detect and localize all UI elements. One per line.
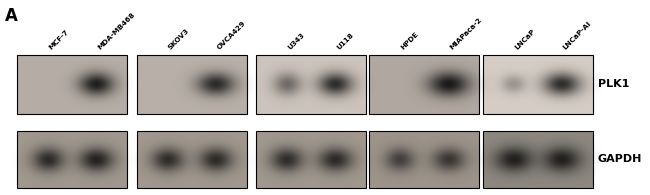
Text: LNCaP: LNCaP (514, 28, 536, 51)
Text: U343: U343 (287, 32, 306, 51)
Bar (136, 55, 247, 114)
Text: SKOV3: SKOV3 (168, 27, 190, 51)
Bar (136, 131, 247, 188)
Text: LNCaP-AI: LNCaP-AI (562, 20, 592, 51)
Bar (482, 131, 593, 188)
Text: MDA-MB468: MDA-MB468 (96, 12, 136, 51)
Bar (256, 131, 366, 188)
Text: A: A (5, 7, 18, 25)
Text: U118: U118 (335, 32, 354, 51)
Bar (17, 55, 127, 114)
Text: OVCA429: OVCA429 (216, 20, 247, 51)
Bar (256, 55, 366, 114)
Bar (482, 55, 593, 114)
Bar (369, 131, 480, 188)
Text: MIAPaca-2: MIAPaca-2 (448, 17, 483, 51)
Text: GAPDH: GAPDH (598, 154, 642, 164)
Text: MCF-7: MCF-7 (48, 29, 70, 51)
Bar (369, 55, 480, 114)
Bar (17, 131, 127, 188)
Text: HPDE: HPDE (400, 31, 420, 51)
Text: PLK1: PLK1 (598, 79, 629, 89)
